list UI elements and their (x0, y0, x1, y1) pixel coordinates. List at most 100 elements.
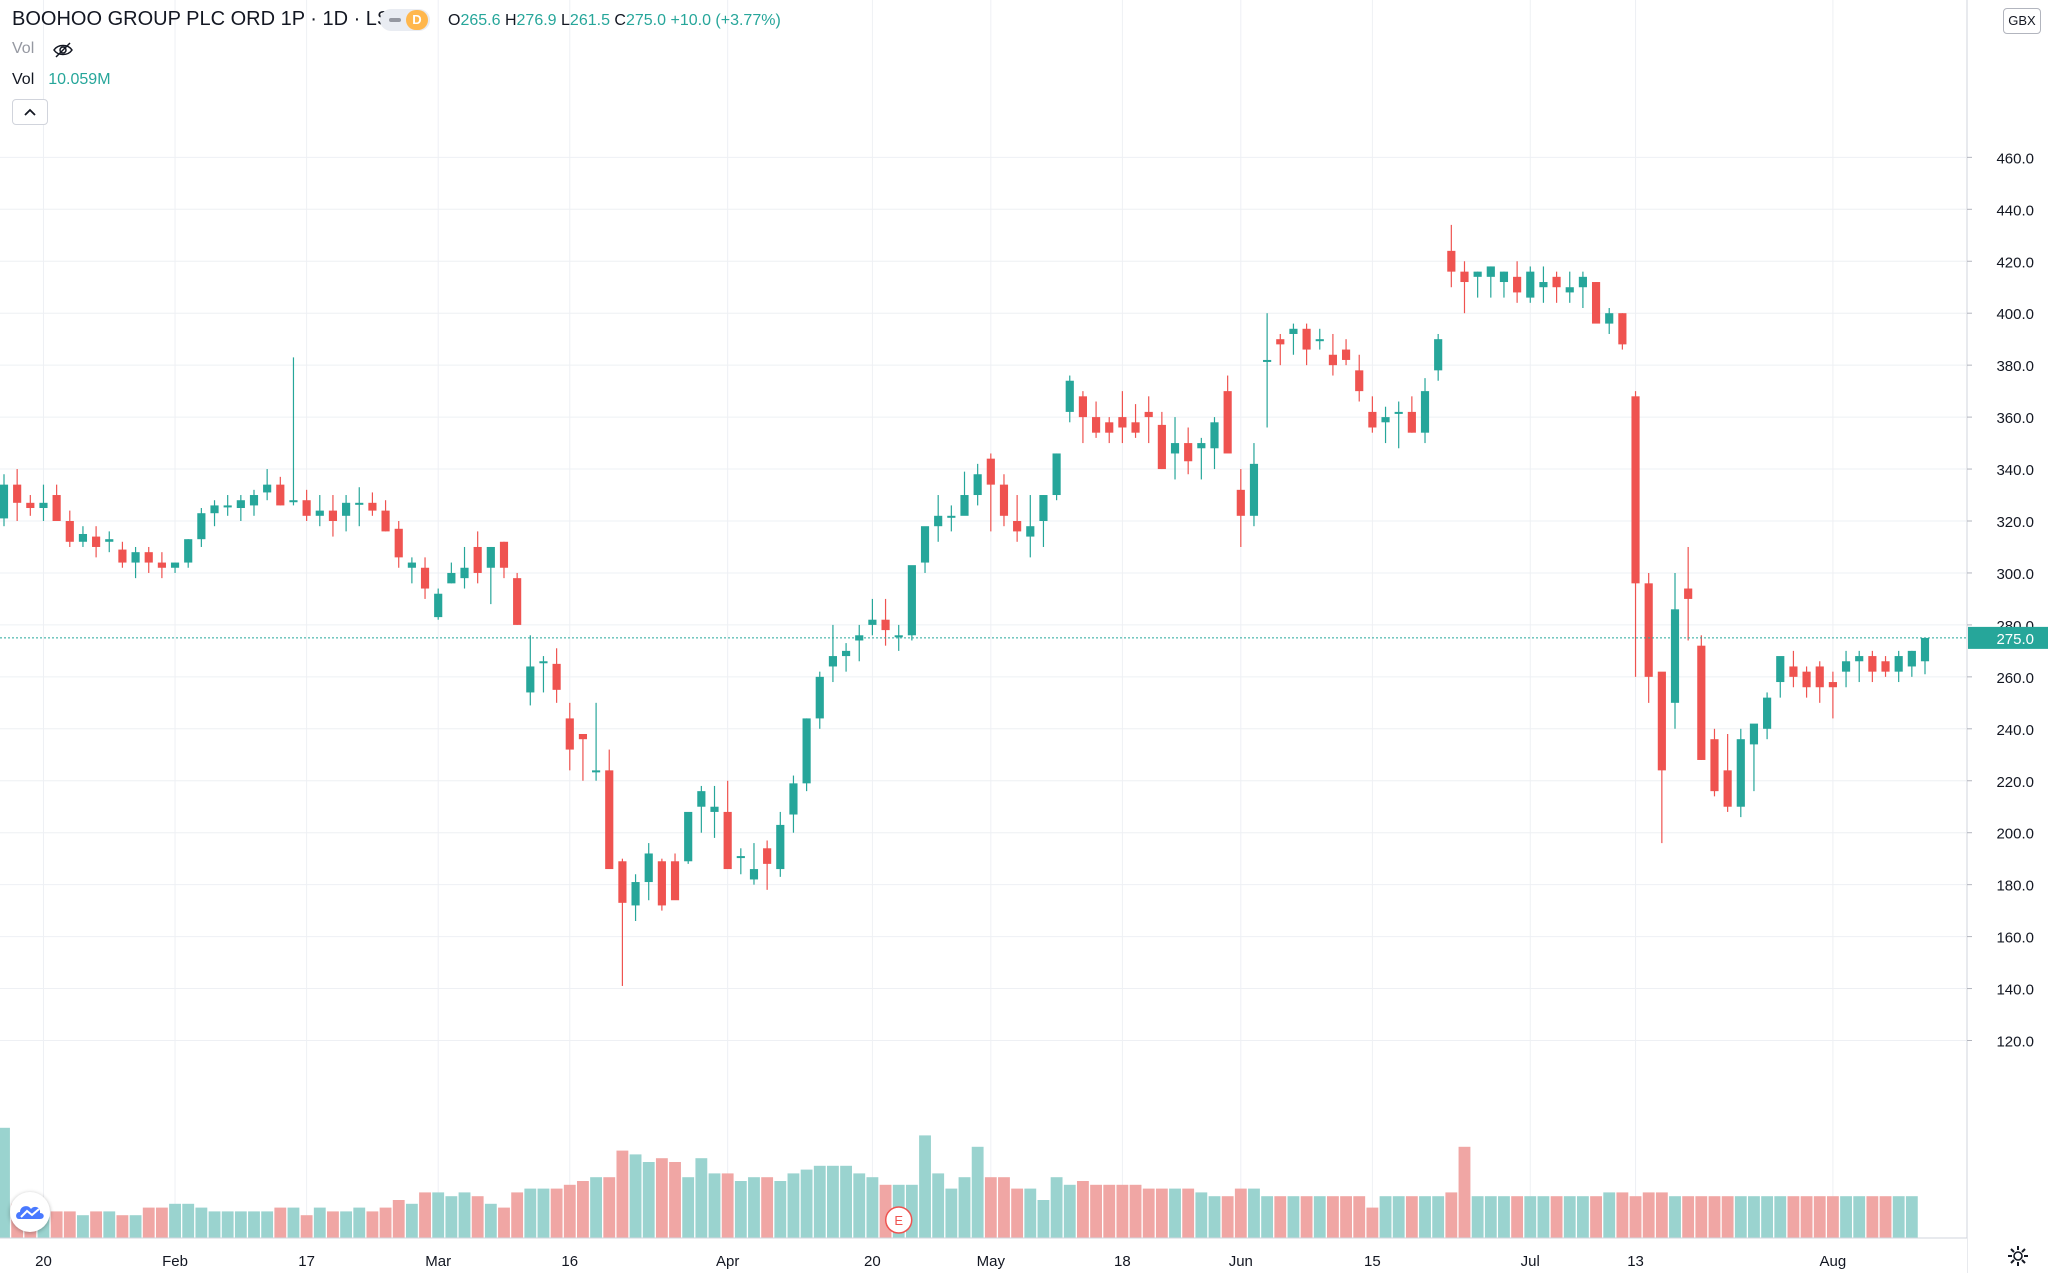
volume-bar (1221, 1196, 1234, 1238)
volume-bar (655, 1158, 668, 1238)
candle-body (1434, 339, 1443, 371)
candle (1855, 650, 1864, 683)
volume-bar (682, 1177, 695, 1238)
interval-badge[interactable]: D (380, 9, 430, 31)
candle-body (52, 495, 61, 521)
time-tick-label: 18 (1114, 1253, 1131, 1270)
candle-body (552, 663, 561, 690)
candle (473, 531, 482, 584)
volume-bar (1563, 1196, 1576, 1238)
candle-body (881, 619, 890, 631)
candle (1276, 333, 1285, 366)
volume-bar (1405, 1196, 1418, 1238)
candle-body (631, 882, 640, 906)
candle-body (855, 635, 864, 641)
candle-body (592, 770, 601, 773)
volume-bar (748, 1177, 760, 1238)
candle (1841, 650, 1851, 688)
candle-body (460, 567, 469, 579)
candle (197, 508, 206, 547)
volume-bar (90, 1211, 103, 1238)
candle-body (407, 562, 416, 568)
collapse-legend-button[interactable] (12, 99, 48, 125)
candle-body (1631, 396, 1640, 584)
eye-hidden-icon[interactable] (52, 40, 74, 60)
candle (1065, 375, 1074, 423)
symbol-title[interactable]: BOOHOO GROUP PLC ORD 1P · 1D · LSE (12, 8, 404, 30)
hidden-volume-label[interactable]: Vol (12, 40, 35, 57)
candle (236, 495, 245, 521)
earnings-marker[interactable]: E (884, 1206, 913, 1234)
volume-bar (208, 1211, 221, 1238)
volume-bar (550, 1188, 563, 1238)
volume-bar (1866, 1196, 1879, 1238)
volume-bar (1682, 1196, 1695, 1238)
volume-bar (734, 1181, 747, 1238)
time-tick-label: Apr (716, 1253, 739, 1270)
time-axis[interactable]: 20 Feb 17 Mar 16 Apr 20 May 18 Jun 15 Jul 13 Aug (0, 1237, 1967, 1273)
candle-body (1381, 417, 1390, 423)
volume-bar (853, 1173, 866, 1238)
volume-bar (1708, 1196, 1721, 1238)
volume-bar (498, 1207, 510, 1238)
candle-body (342, 502, 351, 516)
volume-bar (432, 1192, 445, 1238)
candle (723, 780, 732, 870)
gear-icon[interactable] (2006, 1244, 2030, 1268)
candle (1605, 308, 1614, 334)
candle-body (1894, 656, 1903, 672)
candle-body (1236, 489, 1245, 516)
candle (1407, 396, 1416, 433)
earnings-marker-circle (884, 1206, 913, 1234)
volume-bar (1734, 1196, 1747, 1238)
currency-button[interactable]: GBX (2003, 8, 2041, 34)
volume-bar (827, 1165, 839, 1238)
volume-bar (511, 1192, 524, 1238)
candle (1223, 375, 1232, 454)
candle (868, 598, 877, 636)
price-tick-label: 380.0 (1996, 358, 2034, 375)
candle-body (1355, 370, 1364, 392)
candle-body (1841, 661, 1851, 672)
candle (407, 557, 416, 584)
candle-body (1868, 656, 1877, 672)
volume-bar (1826, 1196, 1839, 1238)
interval-badge-label: D (406, 10, 428, 30)
price-tick-label: 140.0 (1996, 982, 2034, 999)
candle-body (394, 528, 403, 558)
candle (1499, 271, 1509, 298)
low-value: 261.5 (569, 12, 610, 29)
candle (1526, 266, 1535, 303)
volume-bar (1024, 1188, 1037, 1238)
candle (1789, 650, 1798, 688)
volume-bar (484, 1203, 497, 1238)
candle-body (144, 552, 153, 563)
volume-bar (1103, 1184, 1116, 1238)
candle (1184, 427, 1193, 475)
price-axis[interactable]: 120.0 140.0 160.0 180.0 200.0 220.0 240.0 260.0… (1966, 0, 2048, 1273)
candle-body (13, 484, 22, 503)
price-tick-label: 220.0 (1996, 774, 2034, 791)
candle-body (302, 500, 311, 516)
candle-body (526, 666, 535, 693)
volume-bar (103, 1211, 116, 1238)
candle (1815, 661, 1824, 703)
candle-body (723, 811, 732, 870)
candle (1052, 453, 1061, 501)
volume-bar (1326, 1196, 1339, 1238)
volume-bar (1748, 1196, 1760, 1238)
candle (578, 733, 588, 781)
candle-body (605, 770, 614, 870)
volume-bar (1590, 1196, 1602, 1238)
candle-body (1420, 391, 1430, 433)
volume-bar (524, 1188, 537, 1238)
volume-bar (1669, 1196, 1681, 1238)
volume-bar (1432, 1196, 1445, 1238)
time-tick-label: Feb (162, 1253, 188, 1270)
candle-body (1565, 287, 1574, 293)
candle-body (1210, 422, 1219, 449)
tradingview-logo[interactable] (10, 1192, 50, 1232)
volume-bar (195, 1207, 208, 1238)
volume-bar (905, 1184, 918, 1238)
